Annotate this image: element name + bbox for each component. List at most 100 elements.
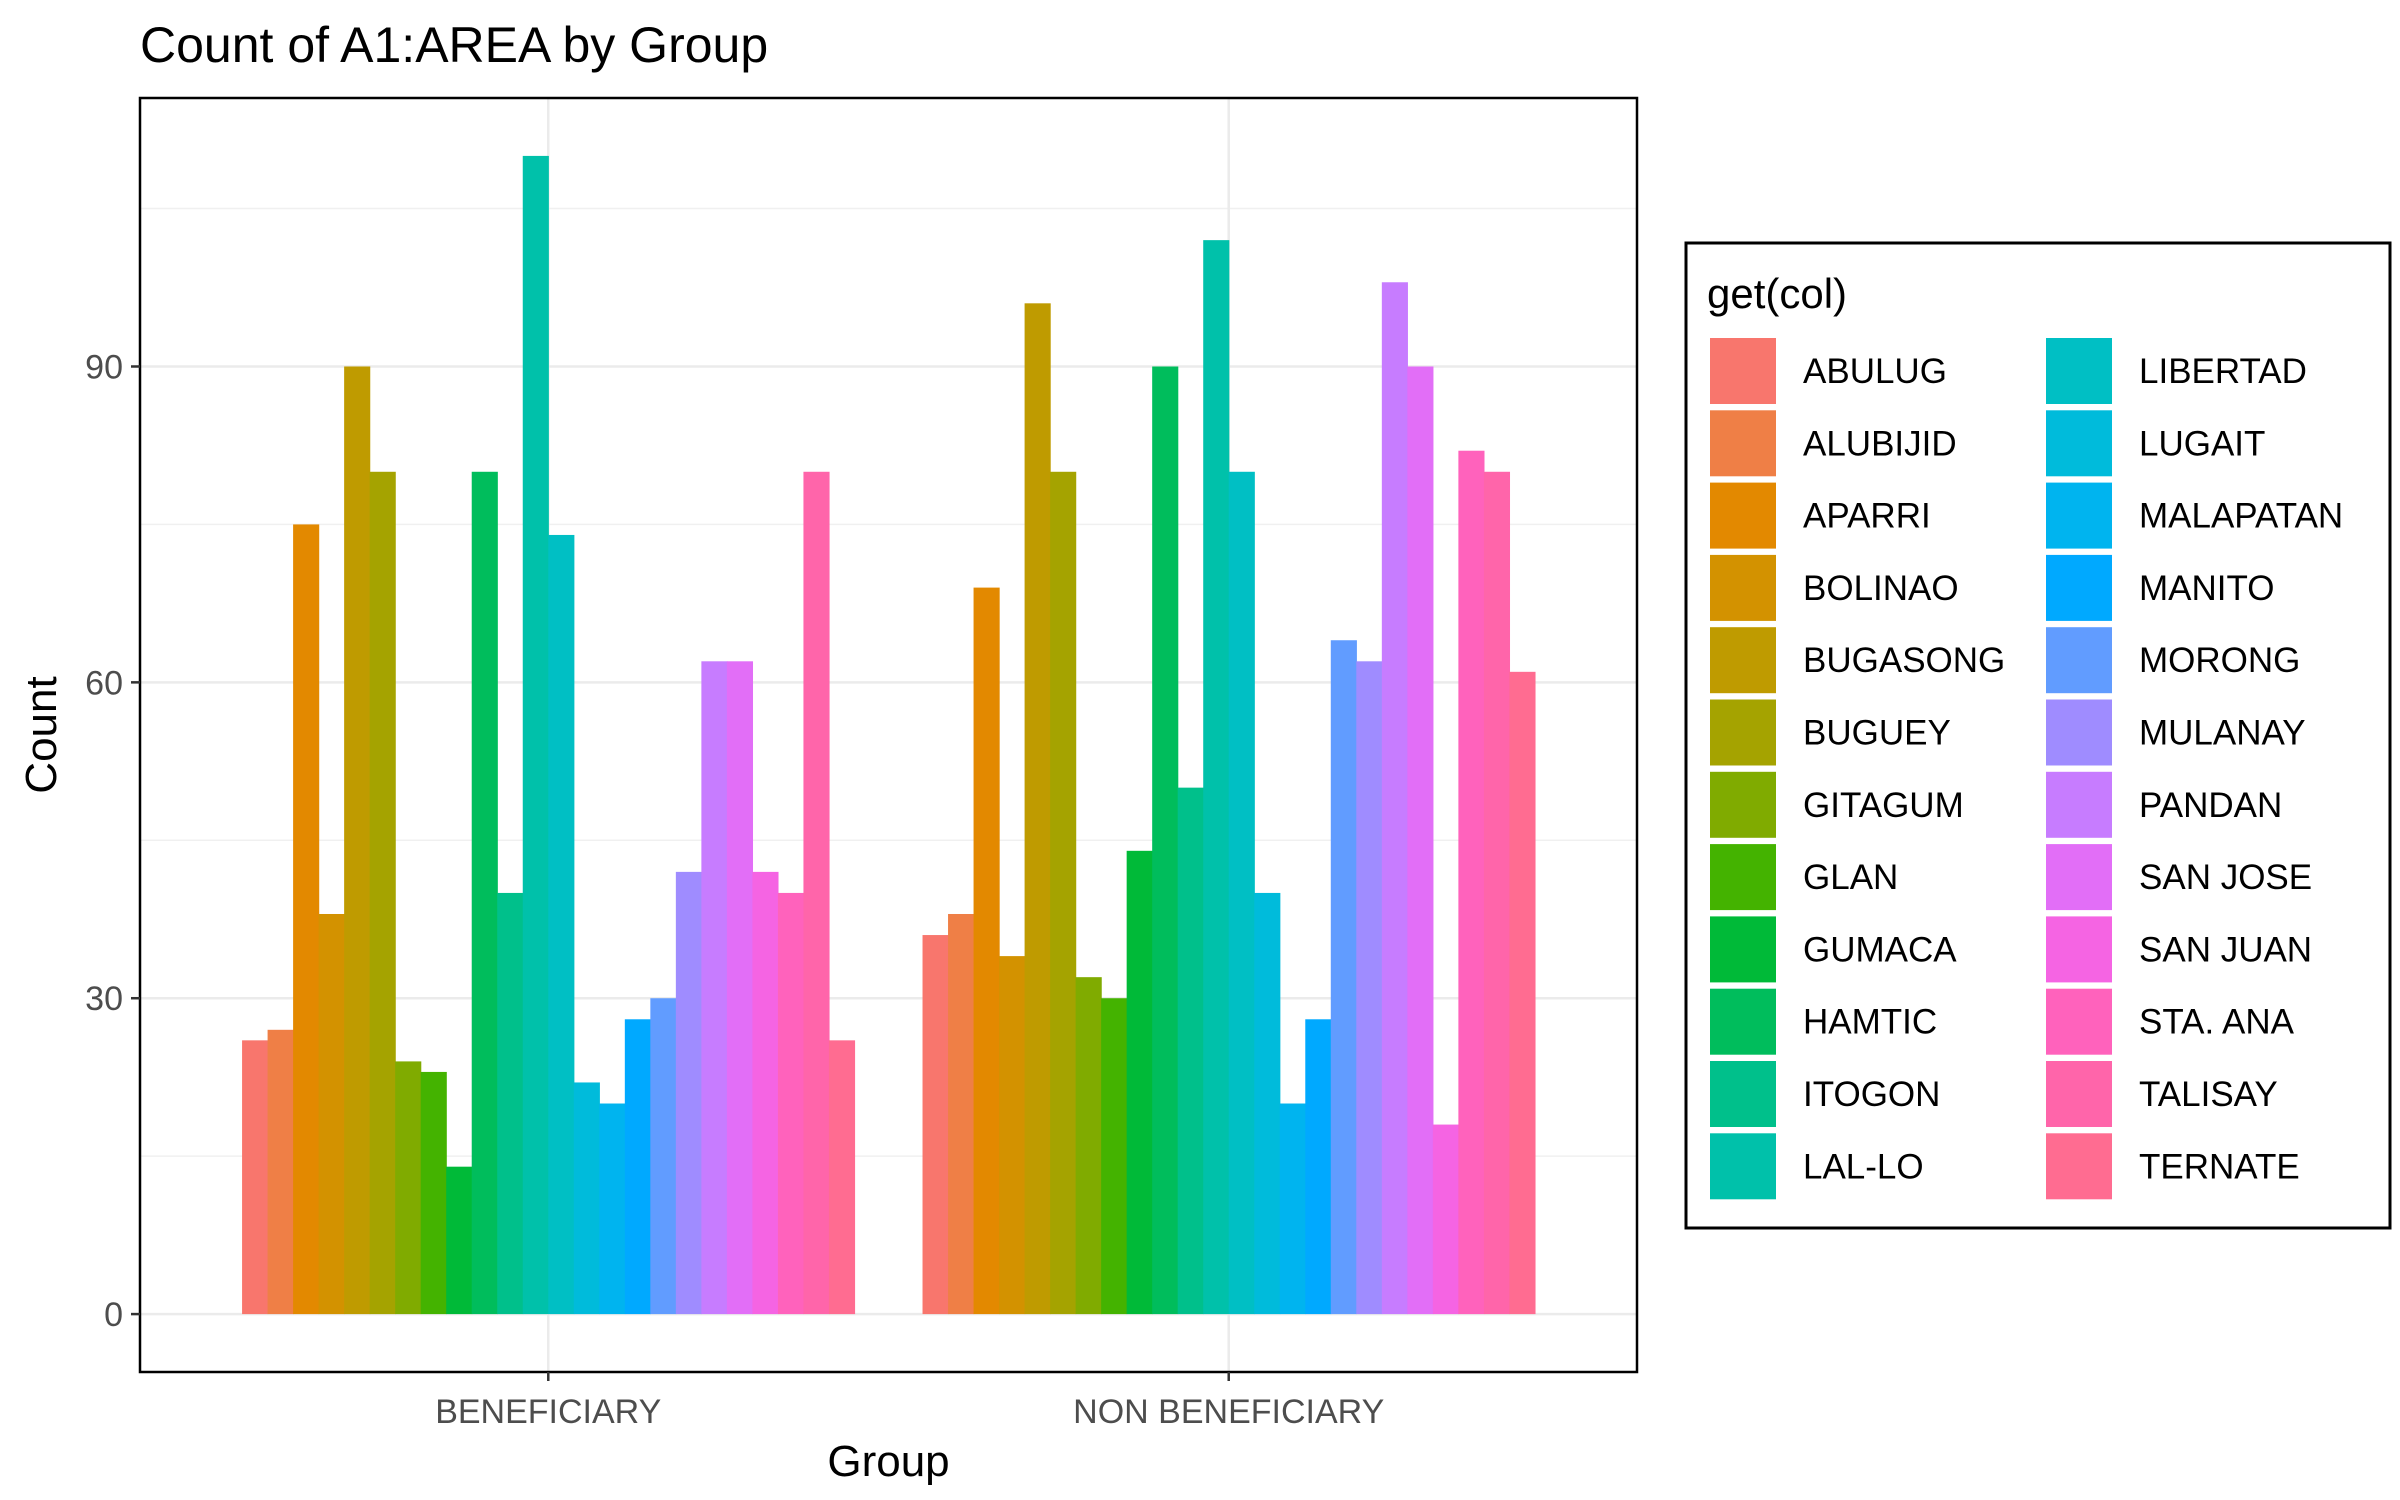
bar (1432, 1124, 1459, 1315)
legend-item: BUGASONG (1710, 627, 2005, 694)
legend-label: TALISAY (2139, 1075, 2278, 1114)
legend-swatch (1710, 988, 1776, 1055)
legend-item: BUGUEY (1710, 699, 1951, 766)
legend-label: SAN JUAN (2139, 930, 2312, 969)
bar (242, 1040, 269, 1315)
legend-label: ALUBIJID (1803, 424, 1957, 463)
bar (293, 524, 320, 1315)
bar (497, 892, 524, 1315)
legend-item: GUMACA (1710, 916, 1957, 983)
legend: get(col) ABULUG ALUBIJID APARRI BOLINAO BUGA… (1684, 241, 2392, 1230)
bar (599, 1103, 626, 1315)
x-tick-label: NON BENEFICIARY (1073, 1393, 1384, 1431)
legend-label: LAL-LO (1803, 1147, 1924, 1186)
bars (242, 155, 1536, 1315)
legend-swatch (2046, 410, 2112, 477)
legend-item: ITOGON (1710, 1061, 1940, 1127)
legend-label: MALAPATAN (2139, 497, 2343, 536)
legend-label: BOLINAO (1803, 569, 1959, 608)
bar (1152, 366, 1179, 1315)
legend-item: MANITO (2046, 554, 2274, 621)
legend-swatch (1710, 1133, 1776, 1200)
legend-label: GUMACA (1803, 930, 1957, 969)
legend-item: GITAGUM (1710, 771, 1964, 838)
legend-label: SAN JOSE (2139, 858, 2312, 897)
bar (1177, 787, 1204, 1315)
legend-swatch (1710, 410, 1776, 477)
legend-swatch (1710, 699, 1776, 766)
legend-swatch (1710, 482, 1776, 549)
bar (1050, 471, 1077, 1315)
bar (828, 1040, 856, 1315)
legend-item: SAN JUAN (2046, 916, 2312, 983)
bar (922, 935, 949, 1315)
bar (624, 1019, 651, 1315)
x-tick-label: BENEFICIARY (435, 1393, 661, 1431)
bar (948, 913, 975, 1315)
legend-label: MORONG (2139, 641, 2300, 680)
legend-item: GLAN (1710, 844, 1898, 911)
legend-item: SAN JOSE (2046, 844, 2312, 911)
legend-swatch (1710, 554, 1776, 621)
y-axis-title: Count (17, 676, 66, 793)
legend-label: BUGASONG (1803, 641, 2005, 680)
legend-label: MANITO (2139, 569, 2274, 608)
bar (395, 1061, 422, 1315)
legend-swatch (1710, 1061, 1776, 1127)
legend-swatch (2046, 627, 2112, 694)
bar (726, 661, 754, 1315)
bar (1101, 998, 1128, 1315)
bar (548, 534, 575, 1315)
bar (1458, 450, 1485, 1315)
legend-label: MULANAY (2139, 714, 2306, 753)
bar (701, 661, 728, 1315)
legend-label: GITAGUM (1803, 786, 1964, 825)
legend-swatch (1710, 338, 1776, 404)
bar (1305, 1019, 1332, 1315)
bar (1509, 671, 1536, 1315)
legend-swatch (1710, 916, 1776, 983)
legend-swatch (2046, 482, 2112, 549)
bar (675, 871, 702, 1315)
legend-label: BUGUEY (1803, 714, 1951, 753)
bar (318, 913, 345, 1315)
legend-item: APARRI (1710, 482, 1931, 549)
legend-item: MALAPATAN (2046, 482, 2343, 549)
bar (1330, 640, 1357, 1315)
y-tick-label: 0 (104, 1296, 123, 1334)
bar (344, 366, 371, 1315)
bar (973, 587, 1000, 1315)
legend-item: MULANAY (2046, 699, 2306, 766)
legend-item: ALUBIJID (1710, 410, 1957, 477)
chart-title: Count of A1:AREA by Group (140, 17, 768, 73)
bar (1483, 471, 1511, 1315)
legend-label: ITOGON (1803, 1075, 1940, 1114)
bar (1279, 1103, 1306, 1315)
y-tick-label: 60 (85, 664, 123, 702)
bar (1356, 661, 1383, 1315)
legend-item: TALISAY (2046, 1061, 2278, 1127)
bar (752, 871, 779, 1315)
legend-swatch (2046, 844, 2112, 911)
legend-swatch (2046, 1061, 2112, 1127)
bar (1024, 303, 1051, 1315)
bar (1254, 892, 1281, 1315)
legend-item: HAMTIC (1710, 988, 1937, 1055)
legend-swatch (1710, 627, 1776, 694)
bar (369, 471, 396, 1315)
legend-item: LAL-LO (1710, 1133, 1924, 1200)
bar (1228, 471, 1255, 1315)
bar (446, 1166, 473, 1315)
legend-item: MORONG (2046, 627, 2300, 694)
legend-label: LIBERTAD (2139, 352, 2307, 391)
legend-swatch (1710, 771, 1776, 838)
legend-swatch (2046, 338, 2112, 404)
legend-label: TERNATE (2139, 1147, 2300, 1186)
bar (1407, 366, 1434, 1315)
x-axis-ticks: BENEFICIARY NON BENEFICIARY (435, 1372, 1384, 1431)
bar (420, 1071, 447, 1315)
legend-item: ABULUG (1710, 338, 1947, 404)
legend-item: STA. ANA (2046, 988, 2295, 1055)
legend-swatch (2046, 554, 2112, 621)
